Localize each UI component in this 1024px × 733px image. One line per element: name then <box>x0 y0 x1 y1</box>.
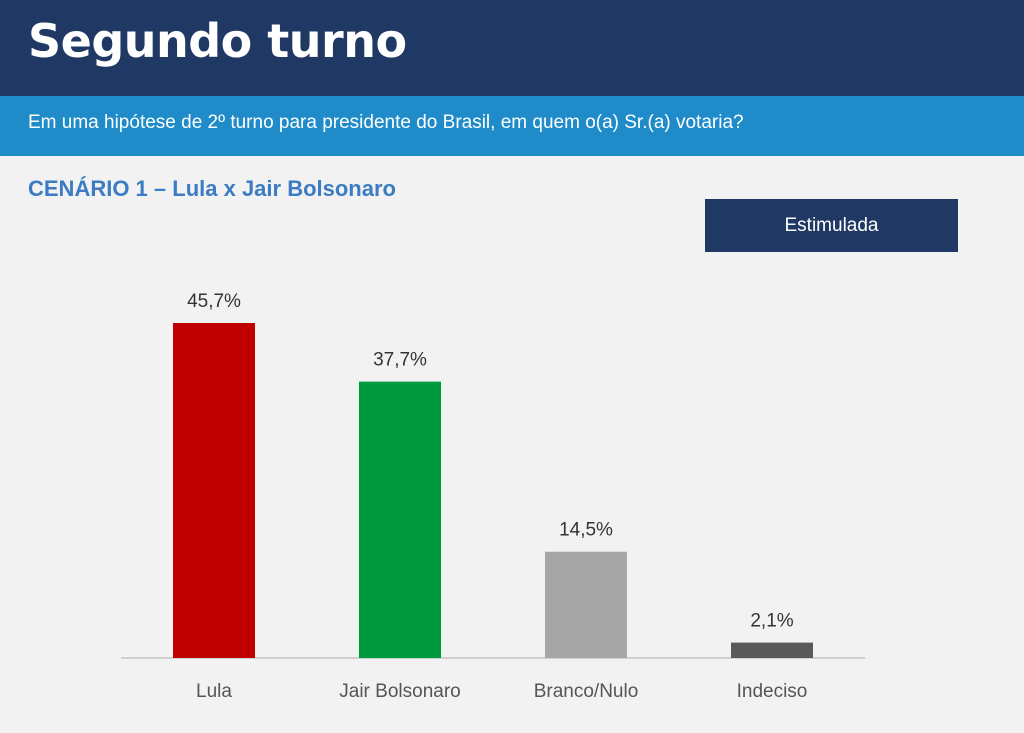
page-title: Segundo turno <box>28 14 407 68</box>
question-text: Em uma hipótese de 2º turno para preside… <box>28 112 744 133</box>
value-label: 37,7% <box>373 350 427 371</box>
bar-lula <box>173 323 255 658</box>
value-label: 2,1% <box>750 611 793 632</box>
question-bar <box>0 96 1024 156</box>
value-label: 45,7% <box>187 291 241 312</box>
category-label: Jair Bolsonaro <box>339 681 460 702</box>
bar-branco-nulo <box>545 551 627 658</box>
scenario-label: CENÁRIO 1 – Lula x Jair Bolsonaro <box>28 176 396 201</box>
bar-indeciso <box>731 642 813 658</box>
header-bar <box>0 0 1024 96</box>
category-label: Branco/Nulo <box>534 681 639 702</box>
category-label: Lula <box>196 681 232 702</box>
estimulada-badge: Estimulada <box>705 199 958 252</box>
bar-jair-bolsonaro <box>359 381 441 658</box>
category-label: Indeciso <box>737 681 808 702</box>
value-label: 14,5% <box>559 520 613 541</box>
